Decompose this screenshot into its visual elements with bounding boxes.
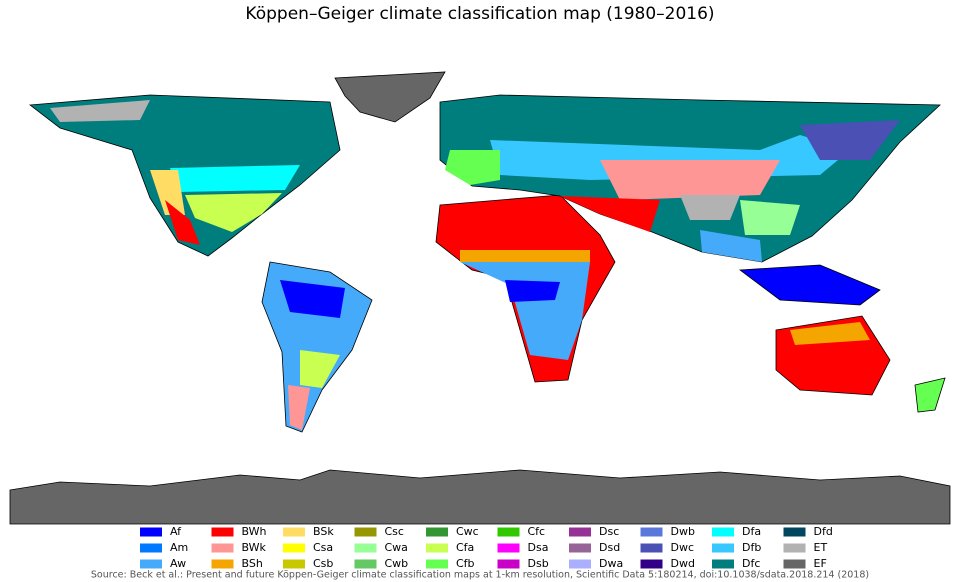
legend-label: BSk [313, 525, 334, 538]
south-america-cfa [300, 350, 340, 388]
legend-label: Dwb [671, 525, 695, 538]
legend: Af Am Aw BWh BWk BSh BSk Csa Csb Csc Cwa Cwb Cwc Cfa C… [140, 525, 833, 570]
legend-swatch [140, 527, 162, 537]
legend-swatch [211, 543, 234, 553]
legend-label: Cwa [385, 541, 408, 554]
legend-label: Dwa [599, 557, 623, 570]
legend-label: Csb [313, 557, 333, 570]
africa-bsh [460, 250, 590, 262]
legend-swatch [569, 543, 591, 553]
legend-swatch [712, 527, 734, 537]
eurasia-aw [700, 230, 762, 262]
north-america-et [50, 100, 150, 122]
legend-swatch [140, 543, 162, 553]
legend-swatch [354, 527, 377, 537]
eurasia-dwc [800, 120, 900, 160]
eurasia-cwa [740, 200, 800, 235]
eurasia-cfb [445, 150, 500, 185]
legend-swatch [497, 543, 520, 553]
legend-swatch [211, 527, 234, 537]
legend-label: BWk [242, 541, 267, 554]
legend-label: Cfb [456, 557, 475, 570]
legend-label: Dfc [742, 557, 760, 570]
new-zealand [914, 377, 946, 413]
legend-label: Dfa [742, 525, 761, 538]
legend-swatch [640, 527, 663, 537]
legend-swatch [354, 543, 377, 553]
legend-swatch [783, 543, 806, 553]
legend-swatch [426, 543, 448, 553]
legend-swatch [569, 527, 591, 537]
legend-swatch [497, 559, 520, 569]
legend-label: Dfb [742, 541, 761, 554]
legend-swatch [712, 543, 734, 553]
south-america-af [280, 280, 345, 318]
north-america-bwh [165, 200, 200, 245]
legend-label: Am [170, 541, 188, 554]
legend-label: EF [814, 557, 827, 570]
legend-label: Cfa [456, 541, 474, 554]
maritime-asia [738, 264, 881, 306]
north-america-cfa [185, 193, 282, 232]
legend-swatch [640, 559, 663, 569]
legend-label: Csc [385, 525, 404, 538]
north-america-dfa [170, 165, 300, 192]
legend-swatch [211, 559, 234, 569]
north-america-bsk [150, 170, 185, 215]
legend-label: Dsd [599, 541, 620, 554]
africa-af [505, 280, 560, 302]
eurasia-bwh [560, 196, 660, 232]
legend-label: BSh [242, 557, 263, 570]
legend-label: Dfd [814, 525, 833, 538]
legend-swatch [283, 559, 305, 569]
legend-swatch [712, 559, 734, 569]
legend-label: Cfc [528, 525, 546, 538]
greenland [334, 71, 446, 123]
antarctica [9, 469, 951, 525]
australia-bsh [790, 322, 870, 345]
legend-swatch [783, 559, 806, 569]
eurasia-et [680, 195, 740, 220]
legend-swatch [283, 543, 305, 553]
legend-label: ET [814, 541, 828, 554]
legend-swatch [569, 559, 591, 569]
legend-label: Dsc [599, 525, 619, 538]
legend-swatch [426, 527, 448, 537]
legend-label: Dsb [528, 557, 549, 570]
source-note: Source: Beck et al.: Present and future … [91, 570, 869, 581]
legend-label: Af [170, 525, 182, 538]
legend-label: Dwc [671, 541, 695, 554]
south-america-bwk [288, 385, 310, 430]
legend-label: BWh [242, 525, 267, 538]
legend-swatch [140, 559, 162, 569]
legend-swatch [640, 543, 663, 553]
legend-swatch [783, 527, 806, 537]
legend-label: Csa [313, 541, 333, 554]
legend-label: Dsa [528, 541, 549, 554]
map-title: Köppen–Geiger climate classification map… [245, 4, 714, 24]
legend-label: Cwc [456, 525, 479, 538]
legend-swatch [354, 559, 377, 569]
legend-label: Aw [170, 557, 186, 570]
legend-label: Cwb [385, 557, 409, 570]
legend-swatch [283, 527, 305, 537]
legend-label: Dwd [671, 557, 695, 570]
legend-swatch [426, 559, 448, 569]
world-map [9, 71, 951, 525]
legend-swatch [497, 527, 520, 537]
eurasia-bwk [600, 160, 780, 200]
